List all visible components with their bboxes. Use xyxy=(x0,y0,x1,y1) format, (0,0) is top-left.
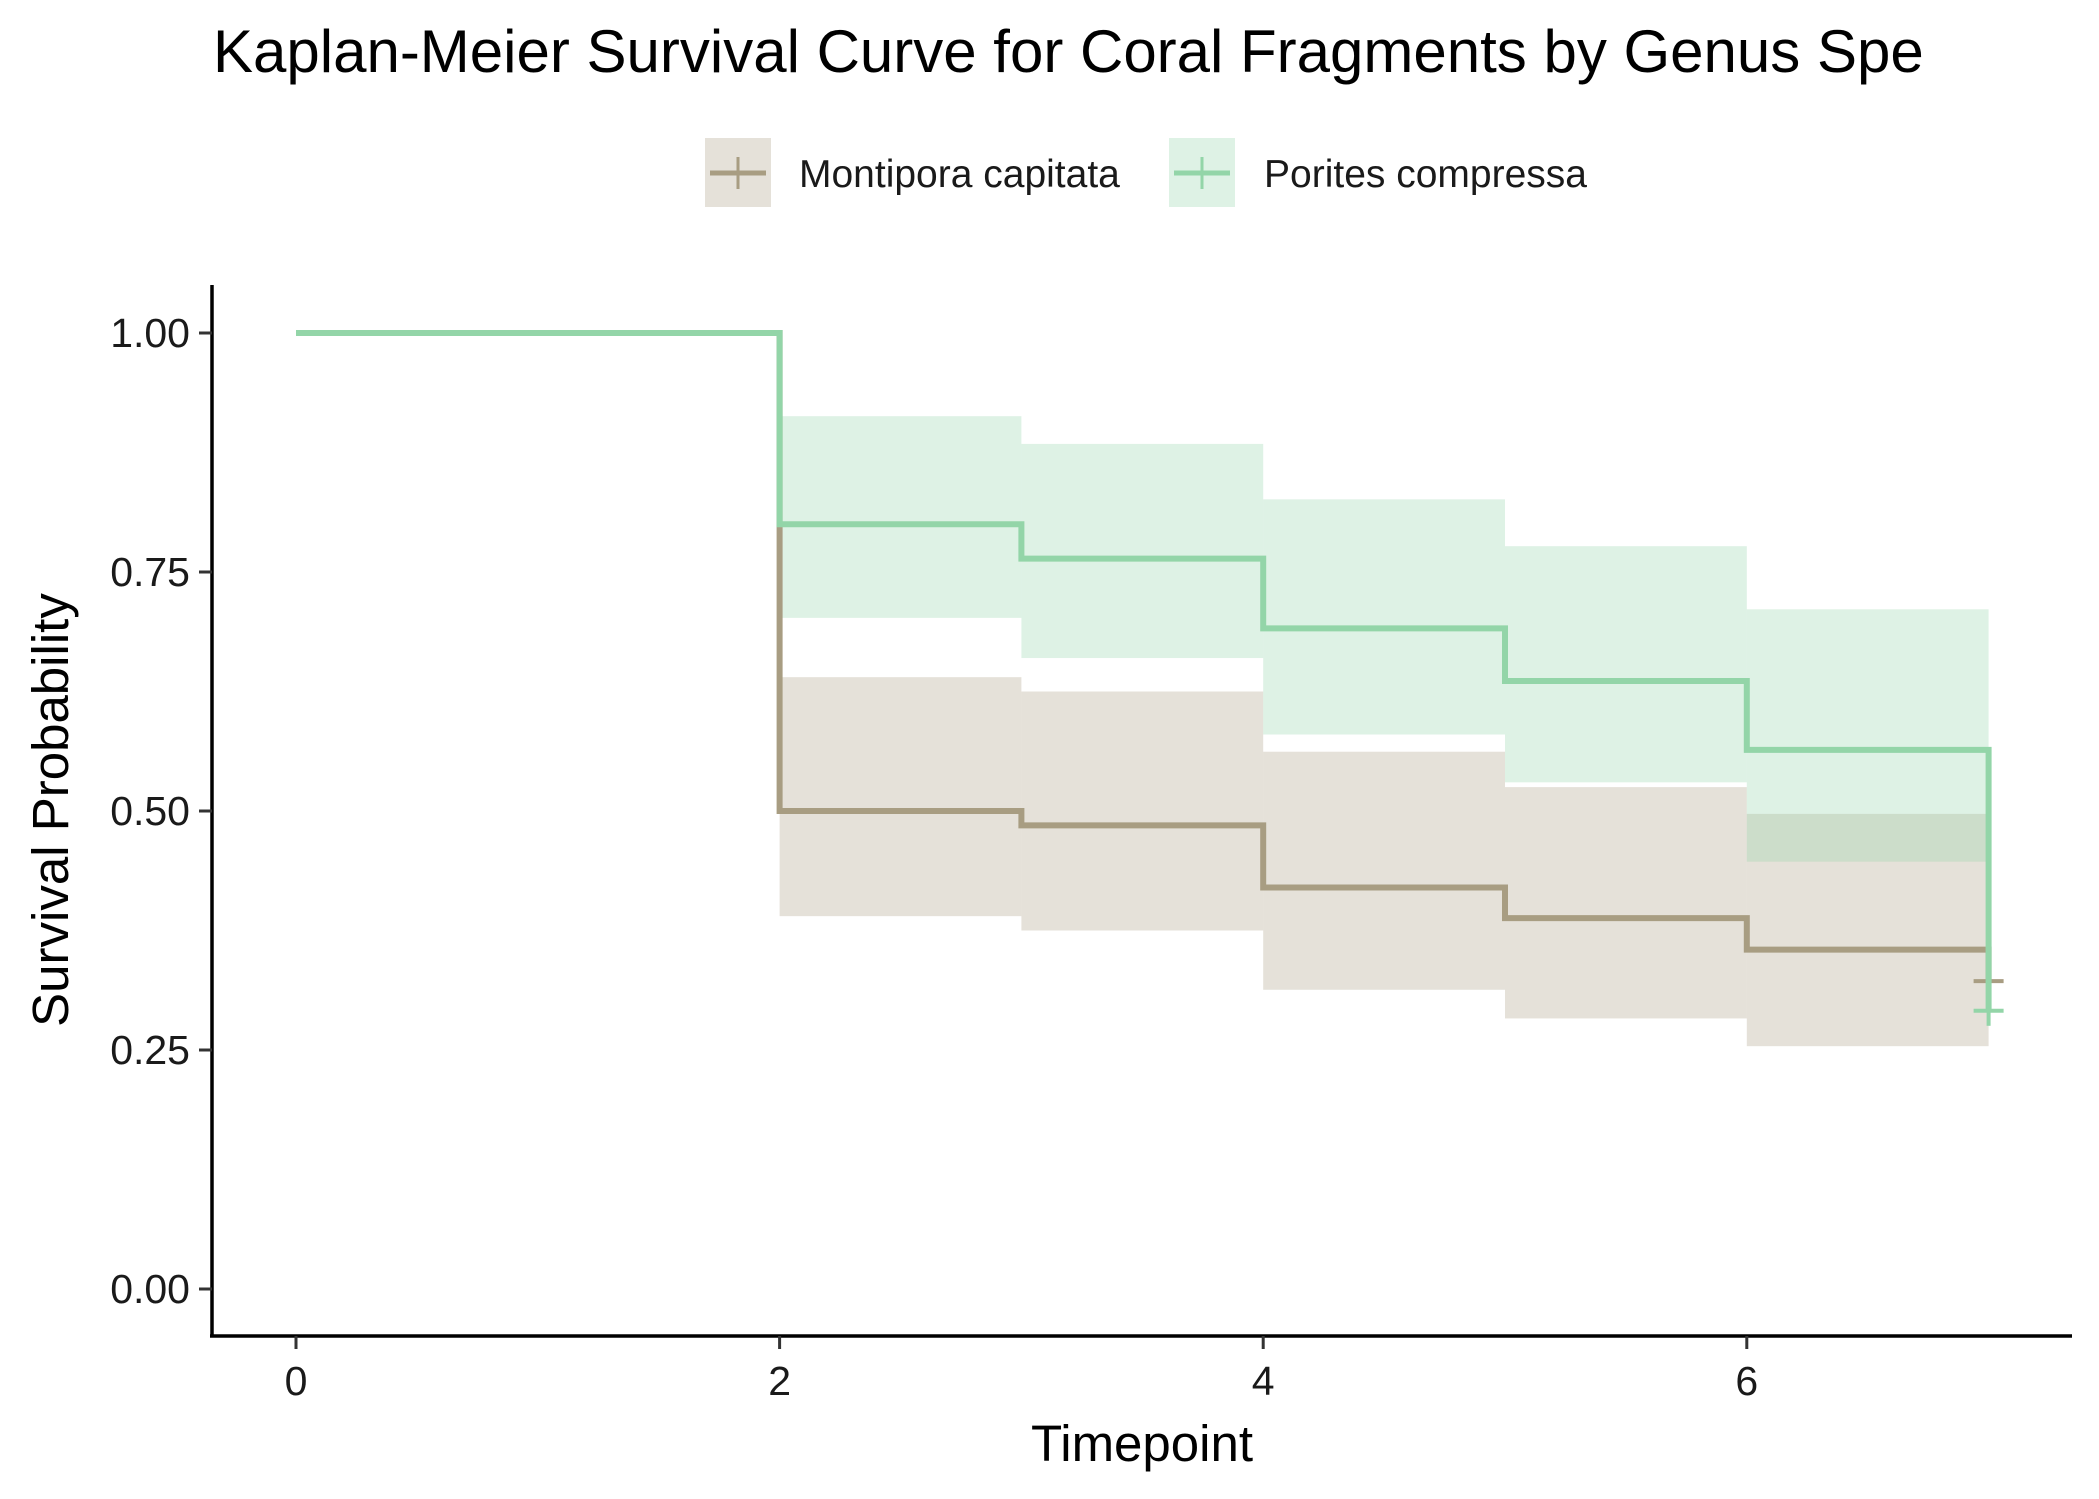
ci-band-series-0-interval-1 xyxy=(779,677,1022,917)
survival-curve-series-1[interactable] xyxy=(296,330,1992,1011)
legend-label-porites: Porites compressa xyxy=(1264,153,1587,196)
ci-band-series-1-interval-2 xyxy=(1021,443,1264,659)
y-tick-label-4: 1.00 xyxy=(110,310,190,356)
y-tick-label-2: 0.50 xyxy=(110,788,190,834)
x-tick-label-2: 4 xyxy=(1252,1358,1275,1404)
x-tick-label-3: 6 xyxy=(1735,1358,1758,1404)
plot-area xyxy=(296,330,2004,1047)
ci-band-series-1-interval-1 xyxy=(779,416,1022,618)
ci-band-series-1-interval-3 xyxy=(1263,499,1505,735)
survival-curve-series-0[interactable] xyxy=(296,330,1992,982)
ci-band-series-0-interval-3 xyxy=(1263,751,1505,990)
x-tick-label-1: 2 xyxy=(768,1358,791,1404)
ci-band-series-0-interval-5 xyxy=(1746,813,1989,1047)
censor-mark-series-1-0 xyxy=(1973,995,2004,1026)
axes: 0.00 0.25 0.50 0.75 1.00 0 2 4 6 Timepoint Survi… xyxy=(22,285,2072,1472)
y-tick-label-3: 0.75 xyxy=(110,549,190,595)
x-tick-label-0: 0 xyxy=(285,1358,308,1404)
axis-ticks: 0.00 0.25 0.50 0.75 1.00 0 2 4 6 xyxy=(110,310,1758,1404)
legend: Montipora capitata Porites compressa xyxy=(705,138,1587,207)
chart-title: Kaplan-Meier Survival Curve for Coral Fr… xyxy=(213,18,1924,85)
ci-band-series-1-interval-4 xyxy=(1505,546,1747,783)
legend-item-montipora[interactable]: Montipora capitata xyxy=(705,138,1120,207)
y-tick-label-1: 0.25 xyxy=(110,1027,190,1073)
legend-label-montipora: Montipora capitata xyxy=(799,153,1120,196)
ci-band-series-1-interval-5 xyxy=(1746,609,1989,862)
y-tick-label-0: 0.00 xyxy=(110,1266,190,1312)
ci-band-series-0-interval-4 xyxy=(1505,787,1747,1019)
legend-item-porites[interactable]: Porites compressa xyxy=(1169,138,1587,207)
y-axis-title: Survival Probability xyxy=(22,593,79,1027)
x-axis-title: Timepoint xyxy=(1031,1415,1253,1472)
ci-band-series-0-interval-2 xyxy=(1021,691,1264,931)
